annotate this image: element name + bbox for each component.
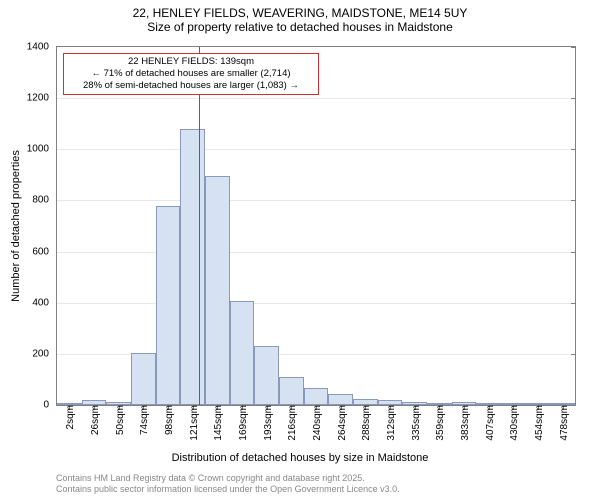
x-tick-label: 312sqm (383, 405, 397, 441)
x-tick-label: 264sqm (334, 405, 348, 441)
x-tick-label: 478sqm (556, 405, 570, 441)
footer-line-2: Contains public sector information licen… (56, 484, 400, 496)
x-tick-label: 383sqm (457, 405, 471, 441)
gridline (57, 303, 575, 304)
gridline (57, 149, 575, 150)
histogram-bar (279, 377, 304, 405)
plot-area: 02004006008001000120014002sqm26sqm50sqm7… (56, 46, 576, 406)
x-tick-label: 359sqm (432, 405, 446, 441)
x-tick-label: 2sqm (62, 405, 76, 429)
histogram-bar (230, 301, 255, 405)
gridline (57, 252, 575, 253)
annotation-line-2: ← 71% of detached houses are smaller (2,… (68, 68, 314, 80)
footer-text: Contains HM Land Registry data © Crown c… (56, 473, 400, 496)
histogram-bar (328, 394, 353, 406)
y-tick-label: 200 (32, 348, 57, 359)
annotation-box: 22 HENLEY FIELDS: 139sqm ← 71% of detach… (63, 53, 319, 95)
title-block: 22, HENLEY FIELDS, WEAVERING, MAIDSTONE,… (0, 0, 600, 34)
chart-container: 22, HENLEY FIELDS, WEAVERING, MAIDSTONE,… (0, 0, 600, 500)
x-tick-label: 169sqm (235, 405, 249, 441)
y-tick-label: 600 (32, 246, 57, 257)
x-tick-label: 335sqm (408, 405, 422, 441)
x-tick-label: 26sqm (87, 405, 101, 435)
x-tick-label: 407sqm (482, 405, 496, 441)
x-tick-label: 193sqm (260, 405, 274, 441)
x-tick-label: 121sqm (186, 405, 200, 441)
histogram-bar (156, 206, 181, 405)
x-tick-label: 430sqm (506, 405, 520, 441)
annotation-line-3: 28% of semi-detached houses are larger (… (68, 80, 314, 92)
footer-line-1: Contains HM Land Registry data © Crown c… (56, 473, 400, 485)
title-line-2: Size of property relative to detached ho… (0, 20, 600, 34)
y-axis-label: Number of detached properties (10, 74, 22, 226)
x-axis-label: Distribution of detached houses by size … (0, 452, 600, 464)
x-tick-label: 74sqm (136, 405, 150, 435)
x-tick-label: 50sqm (112, 405, 126, 435)
y-tick-label: 400 (32, 297, 57, 308)
x-tick-label: 454sqm (531, 405, 545, 441)
gridline (57, 98, 575, 99)
y-tick-label: 800 (32, 195, 57, 206)
histogram-bar (304, 388, 329, 405)
marker-line (199, 47, 200, 405)
y-tick-label: 1200 (27, 93, 57, 104)
x-tick-label: 288sqm (358, 405, 372, 441)
x-tick-label: 98sqm (161, 405, 175, 435)
x-tick-label: 145sqm (210, 405, 224, 441)
title-line-1: 22, HENLEY FIELDS, WEAVERING, MAIDSTONE,… (0, 6, 600, 20)
x-tick-label: 240sqm (309, 405, 323, 441)
x-tick-label: 216sqm (284, 405, 298, 441)
y-tick-label: 0 (43, 400, 57, 411)
histogram-bar (205, 176, 230, 405)
y-tick-label: 1400 (27, 42, 57, 53)
gridline (57, 200, 575, 201)
histogram-bar (254, 346, 279, 405)
y-tick-label: 1000 (27, 144, 57, 155)
histogram-bar (131, 353, 156, 405)
histogram-bar (180, 129, 205, 405)
annotation-line-1: 22 HENLEY FIELDS: 139sqm (68, 56, 314, 68)
